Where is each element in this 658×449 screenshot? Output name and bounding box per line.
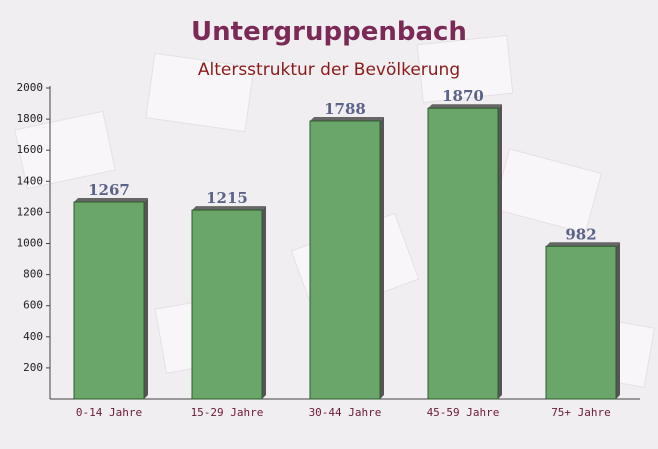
bar-shadow-top [546, 242, 620, 247]
y-tick-label: 1200 [17, 205, 44, 218]
x-tick-label: 45-59 Jahre [427, 406, 500, 419]
y-tick-label: 2000 [17, 81, 44, 94]
y-tick-label: 800 [23, 268, 43, 281]
y-tick-label: 600 [23, 299, 43, 312]
value-label: 982 [565, 225, 596, 243]
x-tick-label: 30-44 Jahre [309, 406, 382, 419]
x-tick-label: 0-14 Jahre [76, 406, 142, 419]
value-label: 1215 [206, 189, 248, 207]
y-tick-label: 1000 [17, 237, 44, 250]
bar-shadow [144, 197, 148, 399]
bar [545, 245, 617, 400]
bar [191, 209, 263, 400]
value-label: 1788 [324, 100, 366, 118]
bar [73, 201, 145, 400]
y-tick-label: 1400 [17, 174, 44, 187]
y-tick-label: 200 [23, 361, 43, 374]
bar-shadow-top [428, 104, 502, 109]
y-tick-label: 400 [23, 330, 43, 343]
bar-shadow-top [310, 116, 384, 121]
x-tick-label: 15-29 Jahre [191, 406, 264, 419]
bar [309, 120, 381, 400]
bar-shadow-top [74, 197, 148, 202]
bar-shadow-top [192, 206, 266, 211]
x-tick-label: 75+ Jahre [551, 406, 611, 419]
bar-shadow [616, 242, 620, 399]
bar [427, 107, 499, 400]
value-label: 1870 [442, 87, 484, 105]
y-tick-label: 1800 [17, 112, 44, 125]
bar-shadow [380, 116, 384, 399]
chart-title: Untergruppenbach [191, 17, 467, 47]
value-label: 1267 [88, 181, 130, 199]
chart-subtitle: Altersstruktur der Bevölkerung [198, 60, 460, 80]
bar-shadow [498, 104, 502, 399]
y-tick-label: 1600 [17, 143, 44, 156]
bar-shadow [262, 206, 266, 399]
